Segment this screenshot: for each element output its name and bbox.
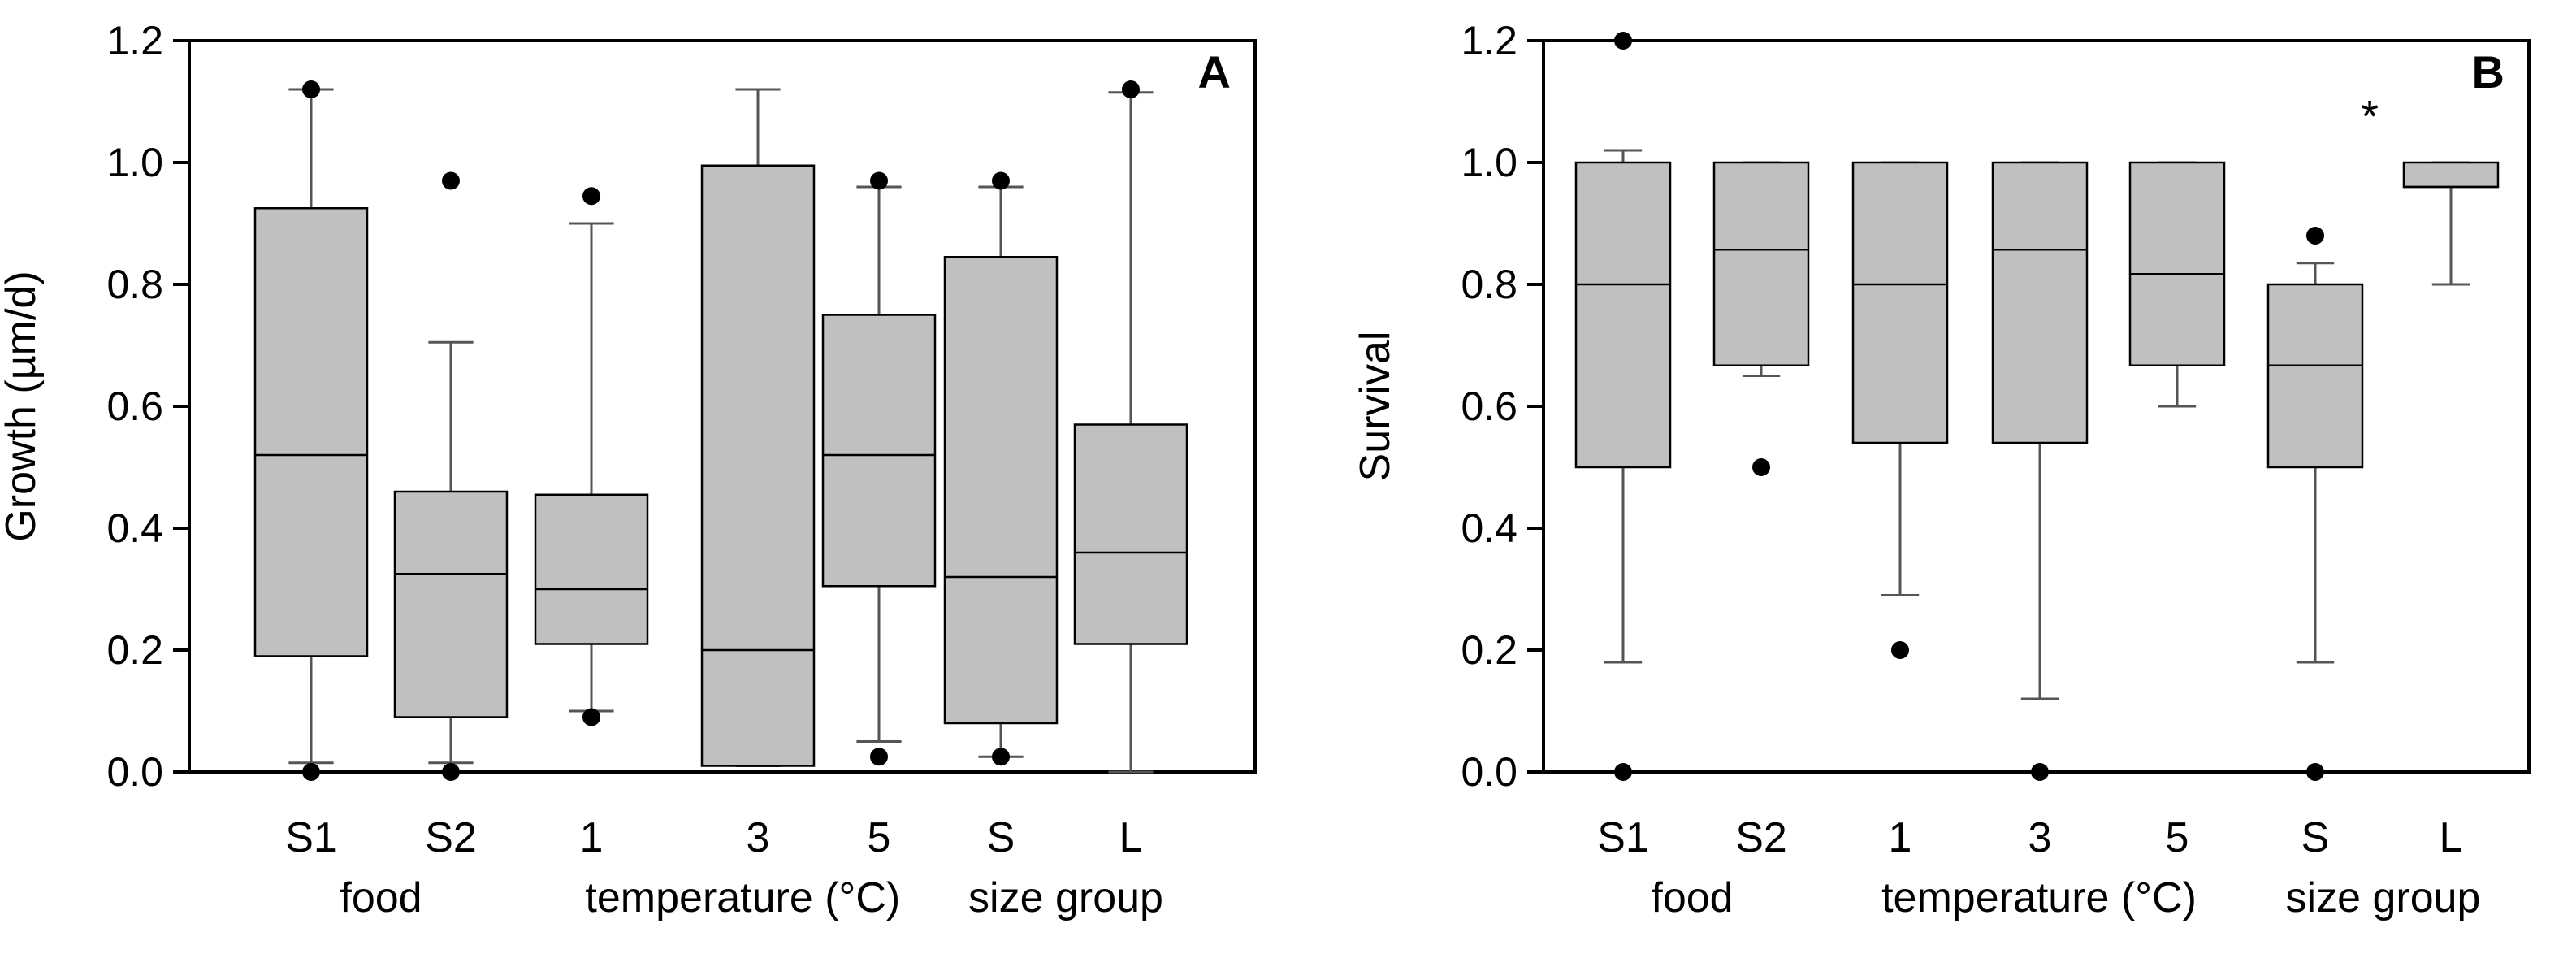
outlier-point <box>302 763 320 781</box>
panel-b-y-tick-label: 0.8 <box>1461 262 1517 307</box>
panel-a-panel-label: A <box>1198 46 1231 98</box>
panel-b-group-label: food <box>1651 874 1733 921</box>
panel-b-x-tick-label: S2 <box>1735 814 1787 861</box>
outlier-point <box>1614 763 1632 781</box>
panel-b-y-axis-label: Survival <box>1352 332 1399 482</box>
panel-b-box-s <box>2266 227 2364 781</box>
iqr-box <box>253 207 369 657</box>
panel-a-x-tick-label: S <box>987 814 1015 861</box>
iqr-box <box>1073 423 1188 645</box>
iqr-box <box>393 490 509 718</box>
outlier-point <box>1614 32 1632 50</box>
panel-a: 0.0 0.2 0.4 0.6 0.8 1.0 1.2 Growth (µm/d) A S1 S2 1… <box>0 18 1257 921</box>
panel-b-x-tick-label: S1 <box>1597 814 1649 861</box>
panel-a-x-tick-label: 3 <box>747 814 770 861</box>
panel-b-box-1 <box>1851 161 1949 659</box>
outlier-point <box>2031 763 2049 781</box>
panel-a-group-label: food <box>340 874 422 921</box>
panel-b-x-tick-label: 3 <box>2028 814 2052 861</box>
panel-b-group-label: size group <box>2286 874 2481 921</box>
panel-a-y-tick-label: 1.0 <box>106 140 163 185</box>
panel-b-x-tick-label: S <box>2301 814 2330 861</box>
panel-a-x-tick-label: 5 <box>868 814 891 861</box>
panel-b-y-tick-label: 1.2 <box>1461 18 1517 63</box>
panel-a-y-tick-label: 0.6 <box>106 384 163 429</box>
outlier-point <box>2306 227 2324 245</box>
panel-b-box-l <box>2402 161 2500 286</box>
outlier-point <box>582 187 600 206</box>
outlier-point <box>442 763 460 781</box>
panel-a-x-tick-label: S1 <box>285 814 337 861</box>
panel-b-x-tick-label: 5 <box>2166 814 2189 861</box>
panel-a-y-tick-label: 1.2 <box>106 18 163 63</box>
panel-b-x-tick-label: L <box>2440 814 2463 861</box>
iqr-box <box>534 493 649 645</box>
panel-a-y-tick-label: 0.2 <box>106 627 163 673</box>
outlier-point <box>870 171 888 190</box>
iqr-box <box>1991 161 2089 444</box>
panel-b-x-tick-label: 1 <box>1889 814 1912 861</box>
outlier-point <box>1752 458 1770 476</box>
iqr-box <box>700 164 816 767</box>
panel-a-group-label: size group <box>968 874 1163 921</box>
panel-a-box-l <box>1073 80 1188 774</box>
outlier-point <box>870 748 888 766</box>
panel-a-y-tick-label: 0.8 <box>106 262 163 307</box>
panel-b-box-3 <box>1991 161 2089 781</box>
panel-a-box-s1 <box>253 80 369 781</box>
iqr-box <box>2266 283 2364 469</box>
panel-b-y-tick-label: 1.0 <box>1461 140 1517 185</box>
panel-a-box-s <box>943 171 1059 766</box>
iqr-box <box>1851 161 1949 444</box>
panel-b-box-s1 <box>1574 32 1672 781</box>
panel-b-significance-marker: * <box>2361 91 2379 142</box>
iqr-box <box>821 314 937 588</box>
panel-a-box-5 <box>821 171 937 766</box>
panel-a-x-tick-label: L <box>1119 814 1143 861</box>
panel-a-y-tick-label: 0.0 <box>106 749 163 795</box>
panel-b-y-tick-label: 0.2 <box>1461 627 1517 673</box>
panel-b-box-s2 <box>1712 161 1810 476</box>
iqr-box <box>943 256 1059 725</box>
outlier-point <box>992 171 1010 190</box>
outlier-point <box>2306 763 2324 781</box>
panel-a-group-label: temperature (°C) <box>585 874 900 921</box>
outlier-point <box>442 171 460 190</box>
panel-a-box-1 <box>534 187 649 726</box>
outlier-point <box>582 708 600 726</box>
outlier-point <box>1122 80 1140 98</box>
iqr-box <box>1574 161 1672 469</box>
panel-a-box-3 <box>700 88 816 767</box>
iqr-box <box>2128 161 2226 366</box>
panel-b-y-tick-label: 0.0 <box>1461 749 1517 795</box>
panel-a-y-tick-label: 0.4 <box>106 505 163 551</box>
outlier-point <box>1891 641 1909 659</box>
panel-b-panel-label: B <box>2472 46 2505 98</box>
panel-a-y-axis-label: Growth (µm/d) <box>0 271 45 541</box>
panel-a-x-tick-label: 1 <box>580 814 604 861</box>
iqr-box <box>2402 161 2500 189</box>
panel-b-group-label: temperature (°C) <box>1881 874 2197 921</box>
panel-b-y-tick-label: 0.6 <box>1461 384 1517 429</box>
panel-b-y-tick-label: 0.4 <box>1461 505 1517 551</box>
outlier-point <box>992 748 1010 766</box>
panel-b: 0.0 0.2 0.4 0.6 0.8 1.0 1.2 Survival B S1 S2 1 3 5 S Lf… <box>1352 18 2531 921</box>
panel-b-box-5 <box>2128 161 2226 408</box>
outlier-point <box>302 80 320 98</box>
panel-a-x-tick-label: S2 <box>425 814 477 861</box>
panel-a-box-s2 <box>393 171 509 781</box>
iqr-box <box>1712 161 1810 366</box>
